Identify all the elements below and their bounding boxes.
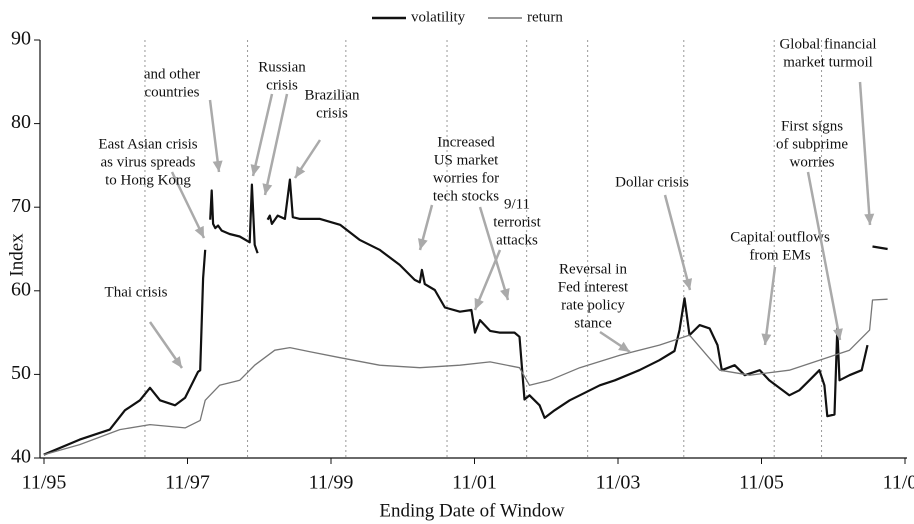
- annotation-arrow: [663, 194, 692, 291]
- annotation: rate policy: [561, 297, 625, 313]
- annotation: Increased: [437, 134, 495, 150]
- annotation: Thai crisis: [105, 284, 168, 300]
- annotation-arrow: [263, 93, 289, 196]
- annotation: worries for: [433, 170, 499, 186]
- annotation-arrow: [858, 81, 872, 226]
- x-tick-label: 11/97: [165, 472, 210, 494]
- annotation: tech stocks: [433, 188, 499, 204]
- y-axis-label: Index: [6, 233, 27, 277]
- annotation-arrow: [170, 171, 206, 239]
- y-tick-label: 70: [11, 195, 31, 217]
- legend-label: volatility: [411, 9, 466, 25]
- annotation-arrowhead: [833, 328, 843, 340]
- annotation-arrowhead: [262, 183, 273, 195]
- annotation-arrowhead: [500, 288, 510, 300]
- annotation-arrow: [806, 171, 842, 341]
- annotation-arrow: [478, 206, 510, 301]
- x-tick-label: 11/99: [309, 472, 354, 494]
- series-line: [43, 298, 888, 456]
- y-tick-label: 60: [11, 278, 31, 300]
- x-tick-label: 11/05: [739, 472, 784, 494]
- series-line: [43, 178, 888, 456]
- annotation: US market: [434, 152, 499, 168]
- annotation: 9/11: [504, 196, 530, 212]
- annotation-arrow: [208, 99, 221, 173]
- annotation: from EMs: [749, 247, 810, 263]
- x-tick-label: 11/03: [596, 472, 641, 494]
- annotation-arrowhead: [171, 356, 182, 368]
- annotation-arrowhead: [250, 164, 261, 176]
- annotation: Capital outflows: [730, 229, 830, 245]
- annotation-arrowhead: [194, 225, 204, 238]
- x-tick-label: 11/07: [883, 472, 914, 494]
- annotation: terrorist: [493, 214, 541, 230]
- annotation-arrow: [251, 93, 274, 177]
- y-tick-label: 90: [11, 28, 31, 50]
- annotation: attacks: [496, 232, 538, 248]
- annotation: Brazilian: [305, 87, 360, 103]
- x-tick-label: 11/95: [22, 472, 67, 494]
- annotation: countries: [145, 84, 200, 100]
- annotation: crisis: [266, 77, 298, 93]
- annotation-arrowhead: [295, 166, 306, 178]
- annotation: Russian: [258, 59, 306, 75]
- annotation: Fed interest: [558, 279, 629, 295]
- annotation: East Asian crisis: [98, 136, 197, 152]
- annotation-arrowhead: [474, 297, 484, 310]
- annotation: as virus spreads: [101, 154, 196, 170]
- annotation: Dollar crisis: [615, 174, 689, 190]
- y-tick-label: 80: [11, 111, 31, 133]
- y-tick-label: 40: [11, 446, 31, 468]
- x-tick-label: 11/01: [452, 472, 497, 494]
- annotation: worries: [790, 154, 835, 170]
- x-axis-label: Ending Date of Window: [379, 500, 564, 521]
- y-tick-label: 50: [11, 362, 31, 384]
- annotation: to Hong Kong: [105, 172, 191, 188]
- annotation: market turmoil: [783, 54, 873, 70]
- annotation-arrowhead: [418, 238, 428, 250]
- annotation: Global financial: [779, 36, 876, 52]
- annotation: crisis: [316, 105, 348, 121]
- annotation: First signs: [781, 118, 843, 134]
- annotation: of subprime: [776, 136, 848, 152]
- annotation: Reversal in: [559, 261, 627, 277]
- annotation: and other: [144, 66, 200, 82]
- annotation-arrowhead: [682, 278, 693, 290]
- annotation-arrowhead: [212, 160, 223, 172]
- annotation-arrow: [763, 266, 777, 346]
- annotation-arrowhead: [761, 333, 772, 345]
- annotation-arrowhead: [864, 213, 875, 225]
- legend-label: return: [527, 9, 563, 25]
- annotation-arrowhead: [618, 341, 630, 352]
- annotation: stance: [574, 315, 612, 331]
